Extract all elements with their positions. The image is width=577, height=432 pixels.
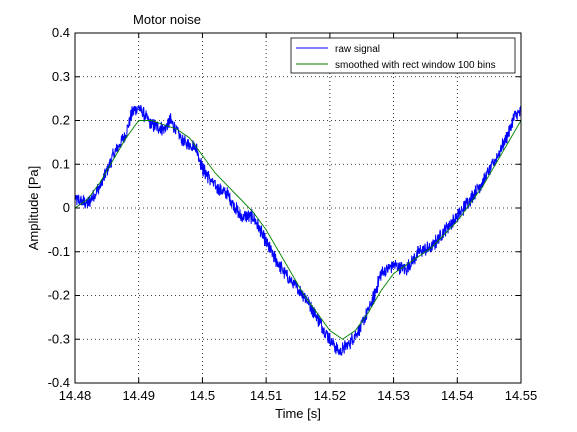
y-tick-label: -0.1 [48, 244, 70, 259]
x-tick-label: 14.54 [441, 388, 474, 403]
ticks: 14.48 14.49 14.5 14.51 14.52 14.53 14.54 14.55 0… [48, 25, 538, 403]
y-tick-label: 0.1 [52, 156, 70, 171]
y-tick-label: 0.4 [52, 25, 70, 40]
x-tick-label: 14.49 [122, 388, 155, 403]
x-tick-label: 14.51 [250, 388, 283, 403]
series-raw-signal-line [74, 104, 522, 356]
y-tick-label: -0.2 [48, 288, 70, 303]
y-tick-label: -0.3 [48, 331, 70, 346]
y-tick-label: -0.4 [48, 375, 70, 390]
x-tick-label: 14.5 [190, 388, 215, 403]
legend-box [290, 37, 516, 74]
x-tick-label: 14.53 [377, 388, 410, 403]
legend: raw signal smoothed with rect window 100… [290, 37, 516, 74]
x-tick-label: 14.48 [59, 388, 92, 403]
y-axis-label: Amplitude [Pa] [26, 166, 41, 251]
legend-label-raw-signal: raw signal [335, 44, 380, 55]
chart-title: Motor noise [133, 12, 201, 27]
x-tick-label: 14.55 [505, 388, 538, 403]
y-tick-label: 0 [63, 200, 70, 215]
series-smoothed-line [74, 120, 522, 340]
legend-label-smoothed: smoothed with rect window 100 bins [335, 60, 496, 71]
series-layer [74, 104, 522, 356]
x-axis-label: Time [s] [275, 406, 321, 421]
y-tick-label: 0.3 [52, 69, 70, 84]
x-tick-label: 14.52 [314, 388, 347, 403]
y-tick-label: 0.2 [52, 113, 70, 128]
plot-area [75, 33, 521, 383]
